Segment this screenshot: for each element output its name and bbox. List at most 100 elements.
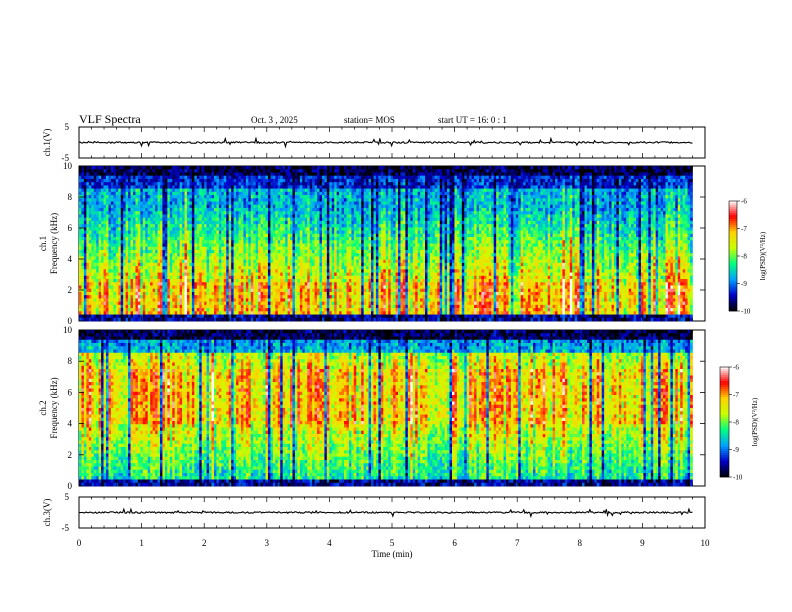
spectrogram-cell [248, 169, 251, 173]
spectrogram-cell [548, 166, 551, 170]
spectrogram-cell [523, 169, 526, 173]
spectrogram-cell [528, 189, 531, 193]
spectrogram-cell [587, 176, 590, 180]
spectrogram-cell [356, 172, 359, 176]
spectrogram-cell [297, 192, 300, 196]
spectrogram-cell [638, 172, 641, 176]
spectrogram-cell [96, 182, 99, 186]
spectrogram-cell [135, 189, 138, 193]
spectrogram-cell [494, 192, 497, 196]
spectrogram-cell [300, 195, 303, 199]
spectrogram-cell [366, 182, 369, 186]
spectrogram-cell [668, 176, 671, 180]
spectrogram-cell [207, 182, 210, 186]
spectrogram-cell [678, 192, 681, 196]
spectrogram-cell [499, 189, 502, 193]
spectrogram-cell [170, 195, 173, 199]
spectrogram-cell [535, 169, 538, 173]
spectrogram-cell [685, 182, 688, 186]
spectrogram-cell [135, 176, 138, 180]
spectrogram-cell [182, 179, 185, 183]
spectrogram-cell [472, 172, 475, 176]
spectrogram-cell [153, 192, 156, 196]
spectrogram-cell [454, 189, 457, 193]
spectrogram-cell [472, 169, 475, 173]
spectrogram-cell [683, 179, 686, 183]
spectrogram-cell [123, 195, 126, 199]
spectrogram-cell [108, 189, 111, 193]
spectrogram-cell [673, 189, 676, 193]
spectrogram-cell [182, 182, 185, 186]
spectrogram-cell [351, 192, 354, 196]
spectrogram-cell [204, 179, 207, 183]
spectrogram-cell [79, 172, 82, 176]
spectrogram-cell [234, 189, 237, 193]
spectrogram-cell [344, 182, 347, 186]
spectrogram-cell [683, 189, 686, 193]
spectrogram-cell [241, 169, 244, 173]
spectrogram-cell [180, 182, 183, 186]
spectrogram-cell [413, 185, 416, 189]
spectrogram-cell [393, 182, 396, 186]
spectrogram-cell [496, 182, 499, 186]
spectrogram-cell [528, 172, 531, 176]
spectrogram-cell [540, 172, 543, 176]
spectrogram-cell [661, 176, 664, 180]
spectrogram-cell [405, 176, 408, 180]
spectrogram-cell [665, 185, 668, 189]
spectrogram-cell [275, 169, 278, 173]
spectrogram-cell [445, 195, 448, 199]
spectrogram-cell [489, 172, 492, 176]
spectrogram-cell [369, 195, 372, 199]
spectrogram-cell [128, 192, 131, 196]
spectrogram-cell [570, 176, 573, 180]
spectrogram-cell [81, 172, 84, 176]
spectrogram-cell [540, 179, 543, 183]
spectrogram-cell [619, 182, 622, 186]
spectrogram-cell [531, 185, 534, 189]
spectrogram-cell [273, 195, 276, 199]
spectrogram-cell [415, 166, 418, 170]
spectrogram-cell [207, 185, 210, 189]
spectrogram-cell [560, 169, 563, 173]
spectrogram-cell [572, 189, 575, 193]
spectrogram-cell [418, 169, 421, 173]
spectrogram-cell [369, 172, 372, 176]
spectrogram-cell [521, 189, 524, 193]
spectrogram-cell [668, 169, 671, 173]
spectrogram-cell [427, 172, 430, 176]
spectrogram-cell [459, 185, 462, 189]
spectrogram-cell [481, 182, 484, 186]
spectrogram-cell [246, 166, 249, 170]
spectrogram-cell [373, 179, 376, 183]
spectrogram-cell [494, 176, 497, 180]
spectrogram-cell [167, 189, 170, 193]
spectrogram-cell [619, 189, 622, 193]
spectrogram-cell [526, 169, 529, 173]
spectrogram-cell [609, 176, 612, 180]
spectrogram-cell [607, 185, 610, 189]
spectrogram-cell [251, 182, 254, 186]
spectrogram-cell [558, 192, 561, 196]
spectrogram-cell [496, 176, 499, 180]
spectrogram-cell [111, 176, 114, 180]
spectrogram-cell [479, 179, 482, 183]
spectrogram-cell [371, 185, 374, 189]
spectrogram-cell [258, 192, 261, 196]
spectrogram-cell [89, 169, 92, 173]
spectrogram-cell [307, 192, 310, 196]
spectrogram-cell [155, 192, 158, 196]
spectrogram-cell [327, 195, 330, 199]
spectrogram-cell [194, 176, 197, 180]
spectrogram-cell [523, 185, 526, 189]
spectrogram-cell [396, 192, 399, 196]
spectrogram-cell [550, 189, 553, 193]
spectrogram-cell [442, 185, 445, 189]
spectrogram-cell [582, 182, 585, 186]
spectrogram-cell [381, 169, 384, 173]
spectrogram-cell [189, 192, 192, 196]
spectrogram-cell [280, 169, 283, 173]
spectrogram-cell [668, 182, 671, 186]
spectrogram-cell [84, 169, 87, 173]
spectrogram-cell [170, 172, 173, 176]
